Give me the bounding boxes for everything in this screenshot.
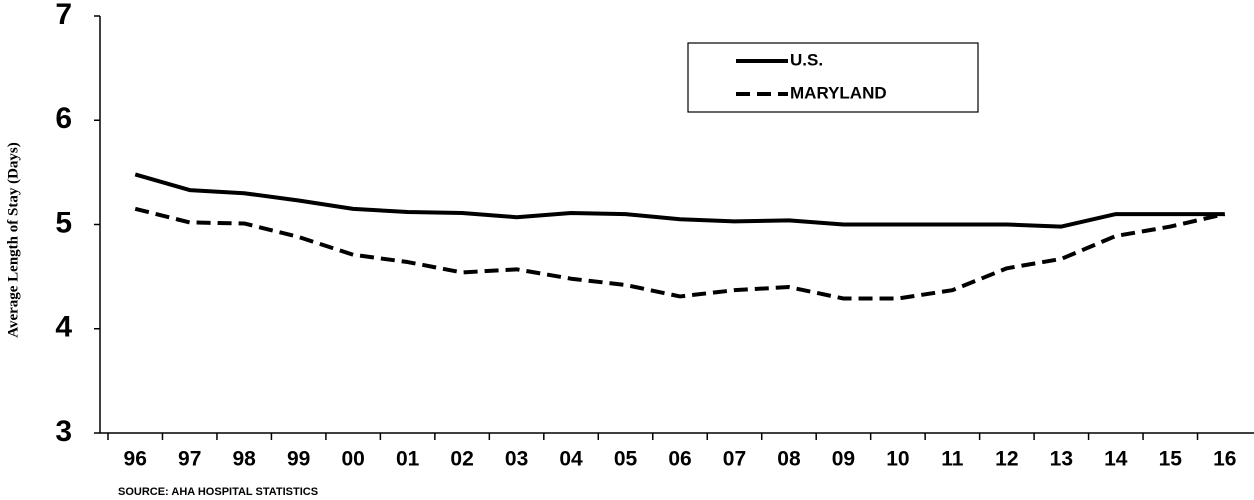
x-tick-label: 07 bbox=[723, 448, 746, 471]
x-tick-label: 10 bbox=[886, 448, 909, 471]
x-tick-label: 05 bbox=[614, 448, 638, 471]
x-tick-label: 04 bbox=[559, 448, 583, 471]
x-tick-label: 00 bbox=[341, 448, 364, 471]
x-tick-label: 12 bbox=[995, 448, 1018, 471]
x-tick-label: 14 bbox=[1104, 448, 1128, 471]
series-line bbox=[134, 206, 1226, 301]
x-tick-label: 16 bbox=[1213, 448, 1236, 471]
legend-box bbox=[687, 42, 979, 113]
legend-label: U.S. bbox=[790, 50, 823, 69]
y-tick-label: 3 bbox=[55, 415, 72, 448]
y-tick-label: 4 bbox=[55, 311, 72, 344]
source-note: SOURCE: AHA HOSPITAL STATISTICS bbox=[118, 486, 318, 498]
y-tick-label: 6 bbox=[55, 102, 72, 135]
legend-label: MARYLAND bbox=[790, 83, 887, 102]
x-tick-label: 03 bbox=[505, 448, 528, 471]
y-axis-label: Average Length of Stay (Days) bbox=[5, 142, 21, 338]
x-tick-label: 13 bbox=[1050, 448, 1073, 471]
x-tick-label: 06 bbox=[668, 448, 691, 471]
x-tick-label: 96 bbox=[124, 448, 147, 471]
x-tick-label: 08 bbox=[777, 448, 801, 471]
x-tick-label: 02 bbox=[450, 448, 473, 471]
x-tick-label: 99 bbox=[287, 448, 310, 471]
x-tick-label: 15 bbox=[1159, 448, 1183, 471]
x-tick-label: 11 bbox=[941, 448, 964, 471]
x-tick-label: 98 bbox=[233, 448, 257, 471]
x-tick-label: 09 bbox=[832, 448, 855, 471]
x-tick-label: 97 bbox=[178, 448, 201, 471]
x-tick-label: 01 bbox=[396, 448, 420, 471]
y-tick-label: 7 bbox=[55, 0, 72, 31]
series-line bbox=[134, 172, 1225, 229]
y-tick-label: 5 bbox=[55, 206, 72, 239]
